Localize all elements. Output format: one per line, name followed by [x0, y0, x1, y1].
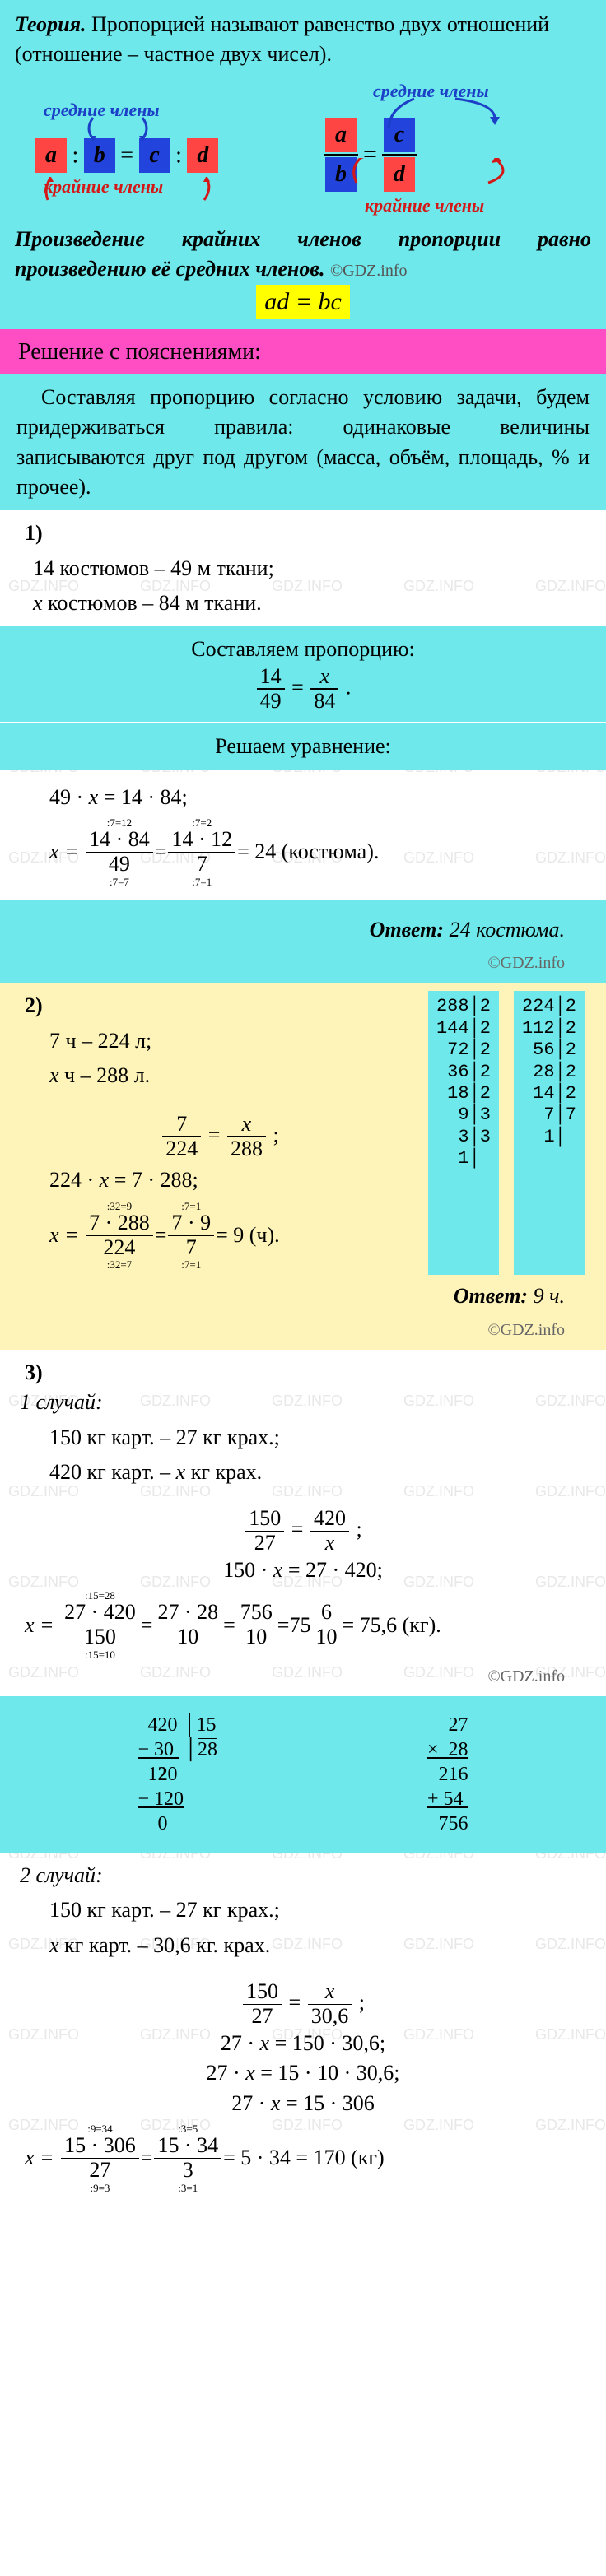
t1-work: 49 · x = 14 · 84; x = :7=12 14 · 8449 :7… [0, 770, 606, 900]
proportion-diagrams: средние члены a : b = c : d [15, 82, 591, 212]
t2-line2: x ч – 288 л. [16, 1061, 423, 1090]
t2-eq2: x = :32=9 7 · 288224 :32=7 = :7=1 7 · 97… [16, 1201, 423, 1271]
c1-line1: 150 кг карт. – 27 кг крах.; [16, 1423, 590, 1453]
term-b: b [84, 138, 115, 173]
t2-factorizations: 288│2144│2 72│2 36│2 18│2 9│3 3│3 1│ 224… [423, 991, 590, 1275]
t2-eq1: 224 · x = 7 · 288; [16, 1165, 423, 1195]
solution-header: Решение с пояснениями: [0, 329, 606, 374]
intro-text: Составляя пропорцию согласно условию зад… [16, 383, 590, 503]
c2-eq4: x = :9=34 15 · 30627 :9=3 = :3=5 15 · 34… [16, 2123, 590, 2193]
blue-arrows-left [68, 116, 184, 141]
t1-proportion: 1449 = x84 . [16, 665, 590, 714]
term-a: a [35, 138, 67, 173]
c2-eq2: 27 · x = 15 · 10 · 30,6; [16, 2058, 590, 2088]
t1-eq1: 49 · x = 14 · 84; [16, 783, 590, 812]
case-2: 2 случай: 150 кг карт. – 27 кг крах.; x … [0, 1853, 606, 2206]
c1-eq2: x = :15=28 27 · 420150 :15=10 = 27 · 281… [16, 1590, 590, 1660]
arithmetic-block: 420 │15− 30 │28 120− 120 0 27× 28 216+ 5… [0, 1696, 606, 1853]
blue-arrows-right [348, 95, 529, 128]
t1-eq2: x = :7=12 14 · 8449 :7=7 = :7=2 14 · 127… [16, 817, 590, 887]
linear-proportion: средние члены a : b = c : d [35, 101, 282, 193]
outer-label-left: крайние члены [44, 174, 163, 200]
t2-line1: 7 ч – 224 л; [16, 1026, 423, 1056]
long-multiplication: 27× 28 216+ 54 756 [427, 1713, 468, 1836]
c2-eq1: 27 · x = 150 · 30,6; [16, 2029, 590, 2058]
t1-solve: Решаем уравнение: [0, 723, 606, 770]
t1-line2: x костюмов – 84 м ткани. [0, 588, 606, 618]
factor-288: 288│2144│2 72│2 36│2 18│2 9│3 3│3 1│ [428, 991, 499, 1275]
c2-eq3: 27 · x = 15 · 306 [16, 2089, 590, 2118]
task-1: 1) 14 костюмов – 49 м ткани; x костюмов … [0, 510, 606, 626]
task3-number: 3) [16, 1358, 590, 1388]
c1-eq1: 150 · x = 27 · 420; [16, 1555, 590, 1585]
theory-rule: Произведение крайних членов пропорции ра… [15, 225, 591, 285]
formula-row: ad = bc [15, 285, 591, 319]
outer-label-right: крайние члены [365, 193, 484, 219]
task1-number: 1) [0, 518, 606, 548]
c1-line2: 420 кг карт. – x кг крах. [16, 1458, 590, 1487]
t2-answer: Ответ: 9 ч. [16, 1281, 590, 1311]
fraction-proportion: средние члены a b = c [324, 82, 571, 212]
task2-number: 2) [16, 991, 423, 1021]
c2-proportion: 15027 = x30,6 ; [16, 1980, 590, 2029]
red-arrows-right [340, 158, 529, 194]
t2-copyright: ©GDZ.info [16, 1318, 590, 1341]
t1-answer-box: Ответ: 24 костюма. ©GDZ.info [0, 900, 606, 983]
t2-proportion: 7224 = x288 ; [16, 1113, 423, 1161]
case1-label: 1 случай: [16, 1388, 590, 1417]
intro-box: Составляя пропорцию согласно условию зад… [0, 374, 606, 511]
case2-label: 2 случай: [16, 1861, 590, 1890]
factor-224: 224│2112│2 56│2 28│2 14│2 7│7 1│ [514, 991, 585, 1275]
t1-answer: Ответ: 24 костюма. [16, 915, 590, 945]
formula-highlight: ad = bc [256, 285, 350, 319]
theory-definition: Пропорцией называют равенство двух отнош… [15, 12, 549, 66]
task-2: 2) 7 ч – 224 л; x ч – 288 л. 7224 = x288… [0, 983, 606, 1349]
term-c: c [139, 138, 170, 173]
c1-copyright: ©GDZ.info [16, 1665, 590, 1688]
t1-line1: 14 костюмов – 49 м ткани; [0, 554, 606, 584]
theory-title: Теория. [15, 12, 86, 36]
c1-proportion: 15027 = 420x ; [16, 1507, 590, 1555]
term-d: d [187, 138, 218, 173]
main-content: Теория. Пропорцией называют равенство дв… [0, 0, 606, 2206]
task-3: 3) 1 случай: 150 кг карт. – 27 кг крах.;… [0, 1350, 606, 1696]
c2-line2: x кг карт. – 30,6 кг. крах. [16, 1931, 590, 1960]
theory-section: Теория. Пропорцией называют равенство дв… [0, 0, 606, 329]
theory-text: Теория. Пропорцией называют равенство дв… [15, 10, 591, 70]
long-division: 420 │15− 30 │28 120− 120 0 [138, 1713, 217, 1836]
t1-copyright: ©GDZ.info [16, 951, 590, 974]
c2-line1: 150 кг карт. – 27 кг крах.; [16, 1895, 590, 1925]
t1-compose: Составляем пропорцию: 1449 = x84 . [0, 626, 606, 721]
